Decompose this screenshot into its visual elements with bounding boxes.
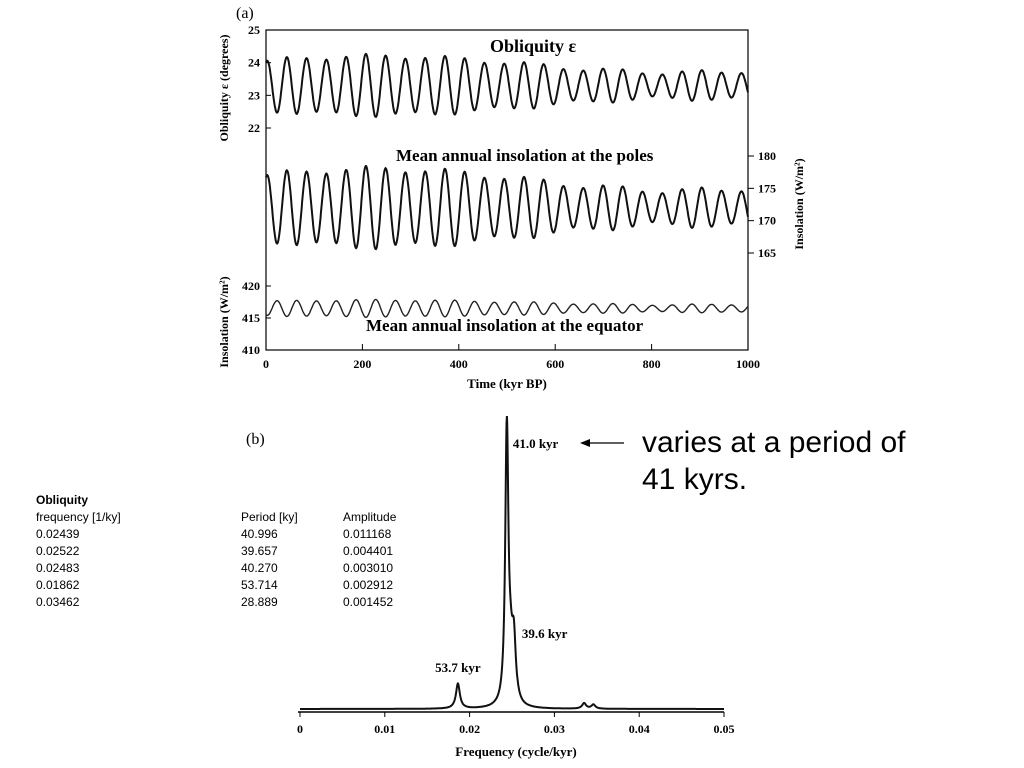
panel-b-label: (b) xyxy=(246,431,265,448)
table-header-row: frequency [1/ky] Period [ky] Amplitude xyxy=(36,509,423,526)
y-tick-label: 22 xyxy=(248,121,260,135)
equator-series-label: Mean annual insolation at the equator xyxy=(366,316,644,335)
poles-axis-label: Insolation (W/m²) xyxy=(792,158,806,249)
header-period: Period [ky] xyxy=(241,510,298,524)
y-tick-label: 175 xyxy=(758,181,776,195)
cell-frequency: 0.02483 xyxy=(36,561,80,575)
spectrum-line xyxy=(300,415,724,710)
panel-b-spectrum: (b) 0 0.01 0.02 0.03 0.04 0.05 41.0 kyr 39.6 k… xyxy=(246,415,735,759)
equator-axis-label: Insolation (W/m²) xyxy=(217,276,231,367)
peak-label: 41.0 kyr xyxy=(513,436,559,451)
cell-period: 53.714 xyxy=(241,578,278,592)
panel-b-x-axis-label: Frequency (cycle/kyr) xyxy=(455,744,576,759)
x-tick-label: 1000 xyxy=(736,357,760,371)
obliquity-table: Obliquity frequency [1/ky] Period [ky] A… xyxy=(36,492,423,611)
cell-frequency: 0.02439 xyxy=(36,527,80,541)
annotation-line-2: 41 kyrs. xyxy=(642,463,748,496)
x-tick-label: 0 xyxy=(297,722,303,736)
header-frequency: frequency [1/ky] xyxy=(36,510,121,524)
x-tick-label: 0 xyxy=(263,357,269,371)
annotation-line-1: varies at a period of xyxy=(642,426,906,459)
x-tick-label: 0.05 xyxy=(714,722,735,736)
y-tick-label: 415 xyxy=(242,311,260,325)
x-tick-label: 0.04 xyxy=(629,722,650,736)
panel-a-timeseries: (a) 25 24 23 22 420 415 410 180 175 170 165 0 200 4… xyxy=(217,5,806,391)
cell-frequency: 0.02522 xyxy=(36,544,80,558)
obliquity-line xyxy=(265,52,749,119)
y-tick-label: 24 xyxy=(248,56,260,70)
x-tick-label: 0.03 xyxy=(544,722,565,736)
annotation-arrowhead xyxy=(580,439,590,447)
y-tick-label: 420 xyxy=(242,279,260,293)
equator-insolation-line xyxy=(265,298,749,318)
y-tick-label: 23 xyxy=(248,88,260,102)
y-tick-label: 170 xyxy=(758,214,776,228)
y-tick-label: 410 xyxy=(242,343,260,357)
obliquity-axis-label: Obliquity ε (degrees) xyxy=(217,35,231,142)
obliquity-series-label: Obliquity ε xyxy=(490,36,577,56)
cell-period: 39.657 xyxy=(241,544,278,558)
y-tick-label: 25 xyxy=(248,23,260,37)
cell-amplitude: 0.002912 xyxy=(343,578,394,592)
table-row: 0.01862 53.714 0.002912 xyxy=(36,577,423,594)
peak-label: 53.7 kyr xyxy=(435,660,481,675)
x-tick-label: 0.02 xyxy=(459,722,480,736)
table-row: 0.02483 40.270 0.003010 xyxy=(36,560,423,577)
x-tick-label: 400 xyxy=(450,357,468,371)
x-tick-label: 600 xyxy=(546,357,564,371)
cell-frequency: 0.01862 xyxy=(36,578,80,592)
header-amplitude: Amplitude xyxy=(343,510,397,524)
y-tick-label: 165 xyxy=(758,246,776,260)
panel-a-label: (a) xyxy=(236,5,254,22)
y-tick-label: 180 xyxy=(758,149,776,163)
peak-label: 39.6 kyr xyxy=(522,626,568,641)
table-row: 0.02522 39.657 0.004401 xyxy=(36,543,423,560)
x-tick-label: 200 xyxy=(353,357,371,371)
cell-frequency: 0.03462 xyxy=(36,595,80,609)
table-row: 0.03462 28.889 0.001452 xyxy=(36,594,423,611)
poles-series-label: Mean annual insolation at the poles xyxy=(396,146,654,165)
panel-a-frame xyxy=(265,29,749,351)
panel-a-x-axis-label: Time (kyr BP) xyxy=(467,376,547,391)
poles-insolation-line xyxy=(265,164,749,251)
x-tick-label: 0.01 xyxy=(374,722,395,736)
cell-amplitude: 0.003010 xyxy=(343,561,394,575)
table-row: 0.02439 40.996 0.011168 xyxy=(36,526,423,543)
annotation-text: varies at a period of 41 kyrs. xyxy=(642,424,1002,498)
cell-period: 40.270 xyxy=(241,561,278,575)
cell-period: 40.996 xyxy=(241,527,278,541)
cell-period: 28.889 xyxy=(241,595,278,609)
cell-amplitude: 0.011168 xyxy=(343,527,392,541)
cell-amplitude: 0.001452 xyxy=(343,595,394,609)
cell-amplitude: 0.004401 xyxy=(343,544,394,558)
table-title: Obliquity xyxy=(36,493,88,507)
x-tick-label: 800 xyxy=(643,357,661,371)
